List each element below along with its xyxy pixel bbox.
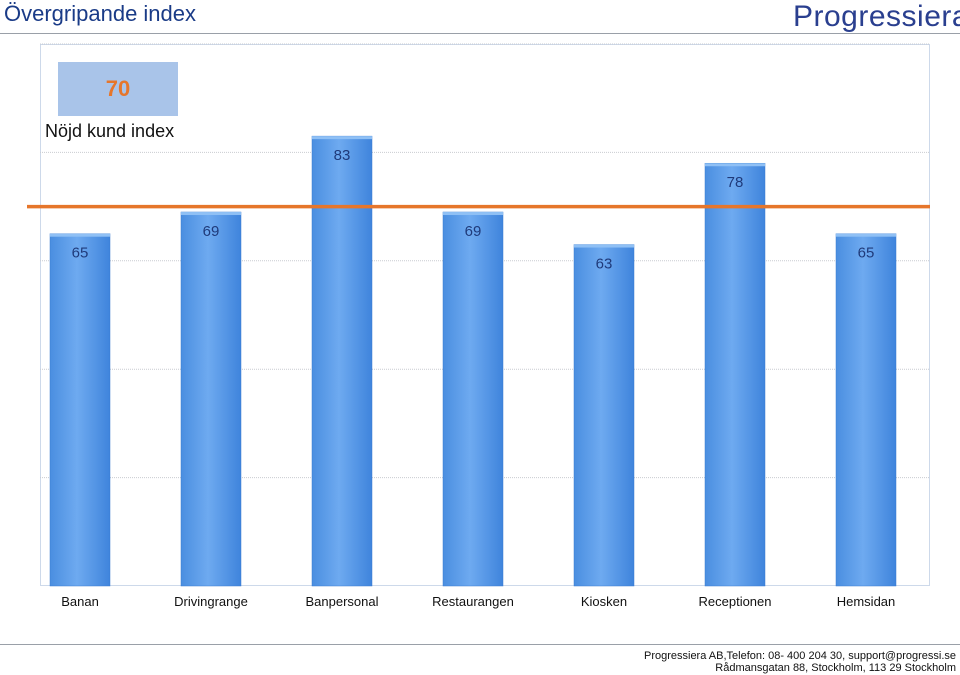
bar-value-label: 83: [334, 147, 351, 164]
kpi-value-box: 70: [58, 62, 178, 116]
bar-kiosken: [573, 244, 635, 587]
kpi-value: 70: [105, 76, 131, 101]
footer-divider: [0, 644, 960, 645]
bar-value-label: 65: [72, 245, 89, 262]
page-title: Övergripande index: [4, 1, 197, 26]
bar-highlight: [574, 244, 634, 248]
bar-value-label: 78: [727, 174, 744, 191]
bar-highlight: [50, 233, 110, 237]
category-label: Hemsidan: [837, 594, 896, 609]
bar-hemsidan: [835, 233, 897, 587]
category-label: Banan: [61, 594, 99, 609]
header-divider: [0, 33, 960, 34]
progressiera-logo: Progressiera: [793, 0, 960, 33]
kpi-label: Nöjd kund index: [45, 121, 175, 141]
bar-restaurangen: [442, 211, 504, 587]
category-label: Kiosken: [581, 594, 627, 609]
bar-labels: 65 69 83 69 63 78 65: [72, 147, 875, 272]
bar-receptionen: [704, 162, 766, 587]
bar-highlight: [443, 212, 503, 216]
bar-drivingrange: [180, 211, 242, 587]
footer-contact: Progressiera AB,Telefon: 08- 400 204 30,…: [643, 650, 956, 662]
category-labels: Banan Drivingrange Banpersonal Restaurangen…: [61, 594, 895, 609]
bar-highlight: [181, 212, 241, 216]
bar-highlight: [705, 163, 765, 167]
bars: [49, 135, 897, 587]
category-label: Drivingrange: [174, 594, 248, 609]
bar-banan: [49, 233, 111, 587]
bar-highlight: [836, 233, 896, 237]
bar-value-label: 63: [596, 256, 613, 273]
bar-value-label: 69: [203, 223, 220, 240]
bar-value-label: 65: [858, 245, 875, 262]
category-label: Restaurangen: [432, 594, 514, 609]
bar-highlight: [312, 136, 372, 140]
footer-address: Rådmansgatan 88, Stockholm, 113 29 Stock…: [715, 662, 956, 674]
category-label: Receptionen: [699, 594, 772, 609]
bar-banpersonal: [311, 135, 373, 587]
category-label: Banpersonal: [306, 594, 379, 609]
bar-value-label: 69: [465, 223, 482, 240]
